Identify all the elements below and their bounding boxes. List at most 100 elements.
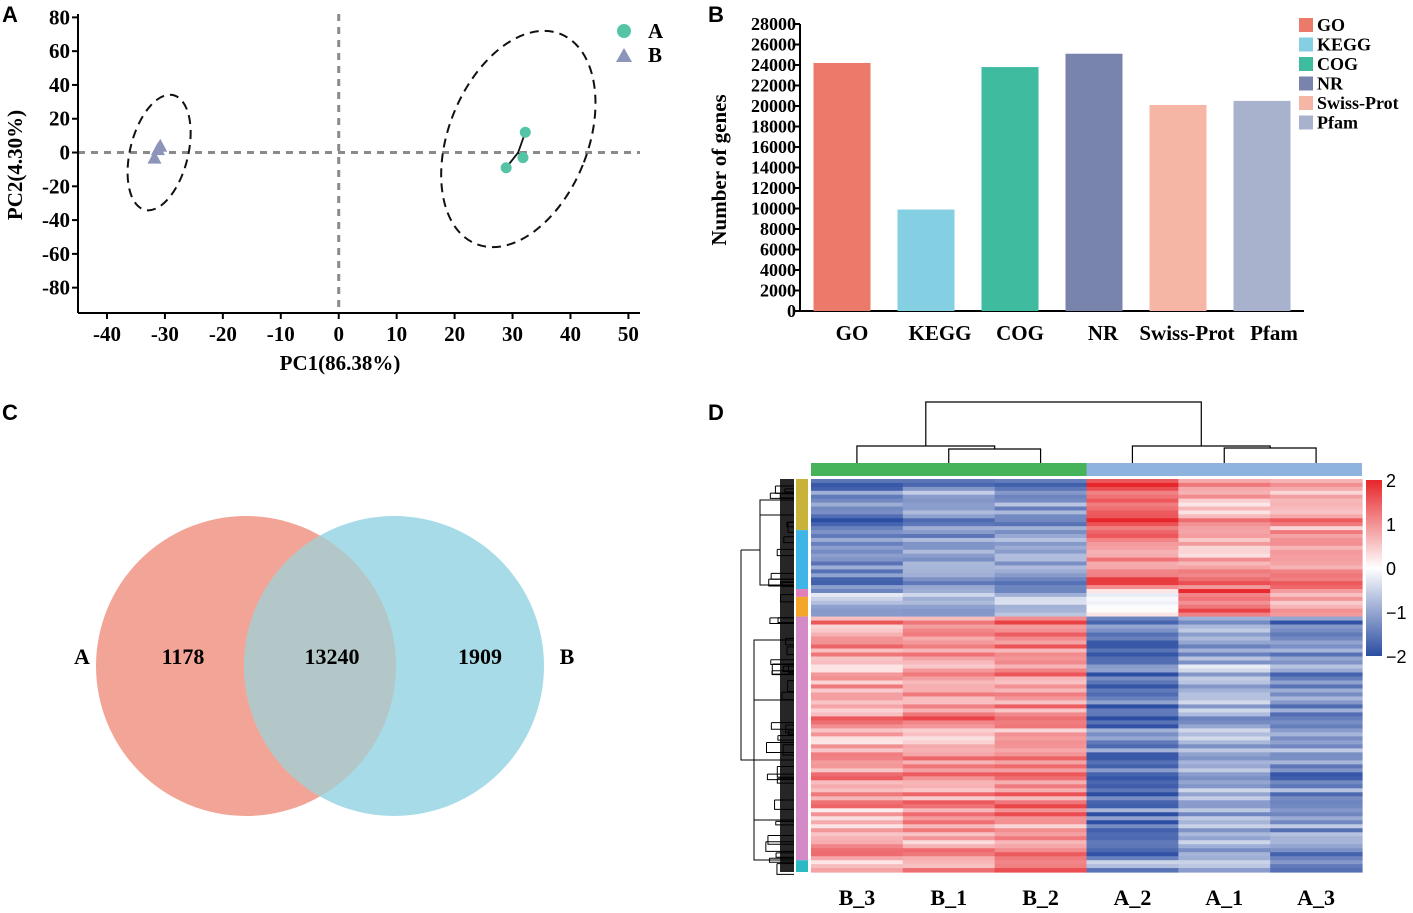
panel-label-a: A	[2, 2, 18, 27]
heatmap-cell	[1178, 664, 1271, 670]
heatmap-cell	[994, 824, 1088, 829]
heatmap-cell	[1270, 736, 1363, 741]
heatmap-cell	[1178, 732, 1271, 737]
heatmap-cell	[1270, 676, 1363, 682]
heatmap-cell	[1086, 589, 1179, 594]
heatmap-cell	[811, 534, 904, 539]
heatmap-cell	[1270, 506, 1363, 512]
heatmap-cell	[1270, 482, 1363, 488]
heatmap-cell	[902, 668, 996, 674]
heatmap-cell	[994, 772, 1088, 777]
heatmap-cell	[902, 816, 996, 821]
heatmap-cell	[902, 788, 996, 793]
heatmap-cell	[811, 724, 904, 729]
heatmap-cell	[1270, 534, 1363, 539]
x-tick-label: COG	[996, 321, 1044, 345]
y-tick-label: -80	[42, 276, 70, 300]
heatmap-cell	[994, 816, 1088, 821]
legend-swatch	[1299, 57, 1313, 71]
heatmap-cell	[994, 764, 1088, 769]
heatmap-cell	[1178, 752, 1271, 757]
heatmap-cell	[902, 680, 996, 686]
heatmap-cell	[902, 848, 996, 853]
heatmap-cell	[902, 812, 996, 817]
heatmap-cell	[1270, 696, 1363, 702]
heatmap-cell	[811, 530, 904, 535]
heatmap-cell	[994, 494, 1088, 500]
heatmap-cell	[811, 628, 904, 634]
heatmap-cell	[1086, 573, 1179, 578]
heatmap-cell	[994, 526, 1088, 531]
bar-go	[813, 62, 871, 312]
heatmap-cell	[1270, 708, 1363, 714]
heatmap-cell	[811, 660, 904, 666]
heatmap-cell	[1178, 768, 1271, 773]
heatmap-cell	[902, 656, 996, 662]
heatmap-cell	[1178, 600, 1271, 606]
heatmap-cell	[902, 514, 996, 519]
heatmap-cell	[1086, 696, 1179, 702]
heatmap-cell	[1086, 664, 1179, 670]
heatmap-cell	[1086, 616, 1179, 622]
heatmap-cell	[1086, 844, 1179, 849]
data-point-b	[150, 142, 165, 156]
x-tick-label: Swiss-Prot	[1139, 321, 1234, 345]
heatmap-cell	[994, 640, 1088, 646]
heatmap-cell	[1086, 772, 1179, 777]
heatmap-cell	[811, 545, 904, 551]
heatmap-cell	[1086, 628, 1179, 634]
heatmap-cell	[902, 740, 996, 745]
heatmap-cell	[902, 592, 996, 598]
heatmap-cell	[811, 800, 904, 805]
heatmap-cell	[1178, 514, 1271, 519]
heatmap-cell	[1086, 561, 1179, 567]
heatmap-cell	[994, 498, 1088, 504]
x-tick-label: 20	[444, 322, 465, 346]
heatmap-cell	[994, 537, 1088, 543]
heatmap-cell	[811, 620, 904, 626]
heatmap-cell	[1178, 486, 1271, 492]
heatmap-cell	[1270, 604, 1363, 610]
venn-count-only-a: 1178	[162, 644, 205, 669]
row-cluster-bar	[796, 479, 808, 531]
venn-intersection	[244, 516, 396, 816]
heatmap-cell	[902, 748, 996, 753]
heatmap-cell	[1086, 716, 1179, 722]
heatmap-cell	[1086, 656, 1179, 662]
heatmap-cell	[994, 804, 1088, 809]
venn-count-only-b: 1909	[458, 644, 502, 669]
heatmap-cell	[1270, 768, 1363, 773]
heatmap-cell	[1178, 692, 1271, 698]
data-point-a	[519, 126, 531, 138]
heatmap-cell	[902, 792, 996, 797]
heatmap-cell	[994, 736, 1088, 741]
heatmap-cell	[994, 796, 1088, 801]
heatmap-cell	[1086, 792, 1179, 797]
heatmap-cell	[811, 836, 904, 841]
heatmap-cell	[1270, 844, 1363, 849]
heatmap-cell	[811, 652, 904, 658]
x-tick-label: KEGG	[908, 321, 971, 345]
heatmap-cell	[1178, 553, 1271, 559]
heatmap-cell	[1178, 804, 1271, 809]
x-tick-label: 0	[333, 322, 344, 346]
venn-label-b: B	[560, 644, 575, 669]
confidence-ellipse-b	[126, 93, 192, 212]
heatmap-cell	[1178, 644, 1271, 650]
heatmap-cell	[811, 569, 904, 574]
heatmap-cell	[1178, 632, 1271, 638]
heatmap-cell	[902, 840, 996, 845]
heatmap-cell	[1178, 820, 1271, 825]
heatmap-cell	[902, 490, 996, 496]
y-tick-label: 40	[49, 73, 70, 97]
heatmap-cell	[1270, 780, 1363, 785]
heatmap-cell	[1178, 585, 1271, 590]
heatmap-cell	[902, 640, 996, 646]
heatmap-cell	[902, 784, 996, 789]
panel-label-b: B	[708, 2, 724, 27]
heatmap-cell	[811, 561, 904, 567]
heatmap-cell	[902, 660, 996, 666]
y-tick-label: -60	[42, 242, 70, 266]
row-cluster-bar	[796, 596, 808, 617]
y-tick-label: 2000	[760, 281, 796, 301]
